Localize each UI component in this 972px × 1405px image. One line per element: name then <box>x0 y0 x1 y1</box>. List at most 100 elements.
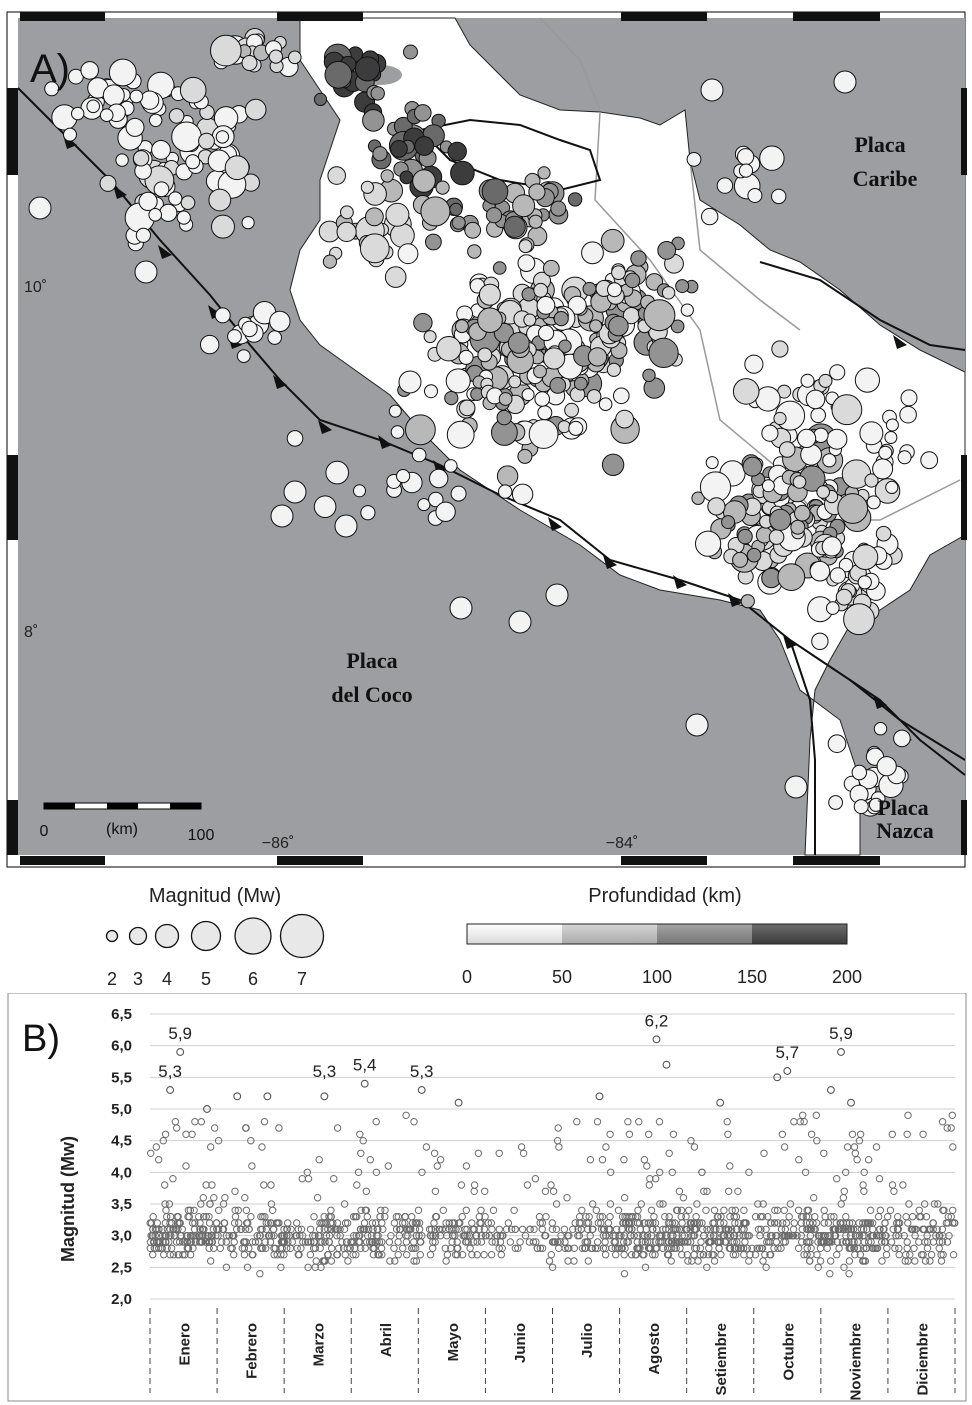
scale-bar: 0 (km) 100 <box>40 802 214 844</box>
earthquake-circle <box>538 324 555 342</box>
notable-event-point <box>203 1105 211 1113</box>
data-point <box>241 1194 249 1202</box>
data-point <box>573 1118 581 1126</box>
data-point <box>726 1244 734 1253</box>
data-point <box>381 1213 389 1221</box>
earthquake-circle <box>778 441 796 458</box>
data-point <box>693 1200 701 1208</box>
data-point <box>584 1219 593 1227</box>
data-point <box>401 1219 409 1227</box>
earthquake-circle <box>771 340 789 358</box>
data-point <box>781 1238 790 1246</box>
data-point <box>432 1213 440 1221</box>
data-point <box>692 1244 701 1253</box>
data-point <box>410 1257 418 1265</box>
earthquake-circle <box>573 376 588 391</box>
magnitude-annotation: 5,3 <box>313 1062 337 1081</box>
data-point <box>429 1232 437 1240</box>
earthquake-circle <box>550 200 567 217</box>
earthquake-circle <box>608 315 629 337</box>
data-point <box>687 1137 695 1145</box>
earthquake-circle <box>215 130 230 144</box>
data-point <box>756 1213 765 1221</box>
data-point <box>327 1213 335 1221</box>
data-point <box>451 1251 460 1259</box>
data-point <box>785 1213 793 1221</box>
data-point <box>690 1143 699 1151</box>
data-point <box>668 1168 676 1177</box>
data-point <box>917 1251 926 1259</box>
data-point <box>182 1162 190 1170</box>
data-point <box>770 1244 778 1253</box>
earthquake-circle <box>899 405 917 424</box>
data-point <box>230 1219 239 1227</box>
earthquake-circle <box>496 465 519 487</box>
earthquake-circle <box>210 34 242 67</box>
earthquake-circle <box>885 418 899 432</box>
earthquake-circle <box>691 491 705 505</box>
data-point <box>899 1181 907 1189</box>
data-point <box>949 1219 957 1227</box>
data-point <box>462 1206 470 1215</box>
notable-event-point <box>263 1092 272 1101</box>
data-point <box>414 1206 423 1215</box>
data-point <box>548 1225 557 1234</box>
data-point <box>847 1244 855 1253</box>
earthquake-circle <box>28 196 52 220</box>
data-point <box>637 1200 645 1208</box>
earthquake-circle <box>761 479 775 493</box>
data-point <box>655 1118 664 1126</box>
earthquake-circle <box>208 188 232 212</box>
data-point <box>612 1251 620 1259</box>
frame-tick-bar <box>7 455 18 540</box>
data-point <box>294 1251 302 1259</box>
data-point <box>794 1206 803 1215</box>
frame-tick-bar <box>961 88 967 175</box>
data-point <box>643 1162 651 1170</box>
earthquake-circle <box>270 504 294 528</box>
data-point <box>696 1251 704 1259</box>
earthquake-circle <box>446 420 475 449</box>
data-point <box>786 1200 795 1208</box>
data-point <box>597 1219 605 1227</box>
data-point <box>892 1232 900 1240</box>
data-point <box>938 1225 947 1234</box>
data-point <box>554 1124 562 1132</box>
earthquake-circle <box>792 475 807 489</box>
earthquake-circle <box>467 244 482 259</box>
notable-event-point <box>716 1098 725 1107</box>
trench-tooth <box>673 575 687 589</box>
earthquake-circle <box>508 375 522 389</box>
earthquake-circle <box>211 214 235 239</box>
data-point <box>448 1238 456 1246</box>
data-point <box>538 1244 547 1253</box>
data-point <box>820 1149 828 1158</box>
data-point <box>343 1219 352 1227</box>
data-point <box>762 1232 771 1240</box>
magnitude-circle-6 <box>234 917 272 955</box>
data-point <box>284 1219 292 1227</box>
earthquake-circle <box>828 795 843 810</box>
earthquake-circle <box>425 233 442 251</box>
data-point <box>523 1181 532 1189</box>
earthquake-circle <box>414 104 432 122</box>
data-point <box>477 1238 486 1246</box>
data-point <box>951 1219 959 1227</box>
data-point <box>538 1219 547 1227</box>
data-point <box>169 1251 178 1259</box>
data-point <box>202 1213 210 1221</box>
data-point <box>315 1156 323 1164</box>
data-point <box>939 1206 947 1215</box>
data-point <box>659 1244 667 1253</box>
earthquake-circle <box>543 347 566 370</box>
data-point <box>598 1156 607 1164</box>
data-point <box>316 1244 324 1253</box>
notable-event-point <box>595 1092 604 1101</box>
earthquake-circle <box>179 76 207 104</box>
data-point <box>313 1194 322 1202</box>
data-point <box>710 1206 719 1215</box>
data-point <box>429 1244 437 1253</box>
data-point <box>851 1149 859 1158</box>
data-point <box>722 1225 731 1234</box>
data-point <box>793 1232 801 1240</box>
